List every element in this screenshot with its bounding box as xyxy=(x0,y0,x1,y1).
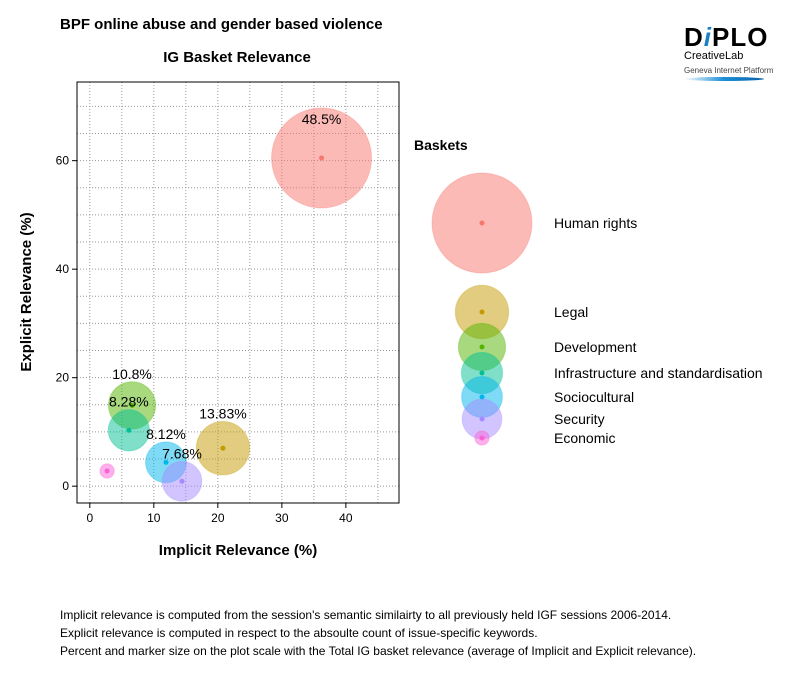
y-tick-label: 20 xyxy=(56,371,70,385)
data-label: 8.12% xyxy=(146,426,186,442)
x-tick-label: 40 xyxy=(339,511,353,525)
chart-title: BPF online abuse and gender based violen… xyxy=(60,16,383,33)
legend-label: Infrastructure and standardisation xyxy=(554,365,763,381)
bubble-center xyxy=(319,155,325,161)
x-tick-label: 20 xyxy=(211,511,225,525)
bubble-center xyxy=(104,468,110,474)
legend-label: Human rights xyxy=(554,215,637,231)
logo-sub: CreativeLab xyxy=(684,50,744,62)
note-explicit: Explicit relevance is computed in respec… xyxy=(60,626,538,640)
legend-dot xyxy=(479,370,485,376)
plot-frame xyxy=(76,81,400,504)
legend-dot xyxy=(479,309,485,315)
y-axis-label: Explicit Relevance (%) xyxy=(18,212,35,371)
bubble-center xyxy=(163,459,169,465)
bubble-center xyxy=(220,445,226,451)
y-tick-label: 40 xyxy=(56,262,70,276)
data-label: 10.8% xyxy=(112,366,152,382)
logo-platform: Geneva Internet Platform xyxy=(684,66,774,75)
bubble-center xyxy=(129,402,135,408)
legend-dot xyxy=(479,344,485,350)
legend-dot xyxy=(479,394,485,400)
x-tick-label: 0 xyxy=(86,511,93,525)
logo-brand: DiPLO xyxy=(684,22,769,52)
note-implicit: Implicit relevance is computed from the … xyxy=(60,608,672,622)
legend-dot xyxy=(479,416,485,422)
legend-dot xyxy=(479,435,485,441)
legend-label: Legal xyxy=(554,304,588,320)
x-tick-label: 30 xyxy=(275,511,289,525)
bubble-center xyxy=(179,478,185,484)
legend-title: Baskets xyxy=(414,137,468,153)
x-tick-label: 10 xyxy=(147,511,161,525)
legend-dot xyxy=(479,220,485,226)
legend-label: Economic xyxy=(554,430,615,446)
bubble-center xyxy=(126,427,132,433)
diplo-logo: DiPLO CreativeLab Geneva Internet Platfo… xyxy=(684,22,773,81)
data-label: 8.28% xyxy=(109,394,149,410)
legend-label: Development xyxy=(554,339,637,355)
x-axis-label: Implicit Relevance (%) xyxy=(159,542,317,559)
logo-wave xyxy=(684,77,764,81)
y-tick-label: 60 xyxy=(56,154,70,168)
data-label: 7.68% xyxy=(162,445,202,461)
legend-label: Sociocultural xyxy=(554,389,634,405)
legend-label: Security xyxy=(554,411,605,427)
note-size: Percent and marker size on the plot scal… xyxy=(60,644,697,658)
data-label: 13.83% xyxy=(199,406,246,422)
data-label: 48.5% xyxy=(302,111,342,127)
y-tick-label: 0 xyxy=(62,479,69,493)
chart-subtitle: IG Basket Relevance xyxy=(163,49,311,66)
